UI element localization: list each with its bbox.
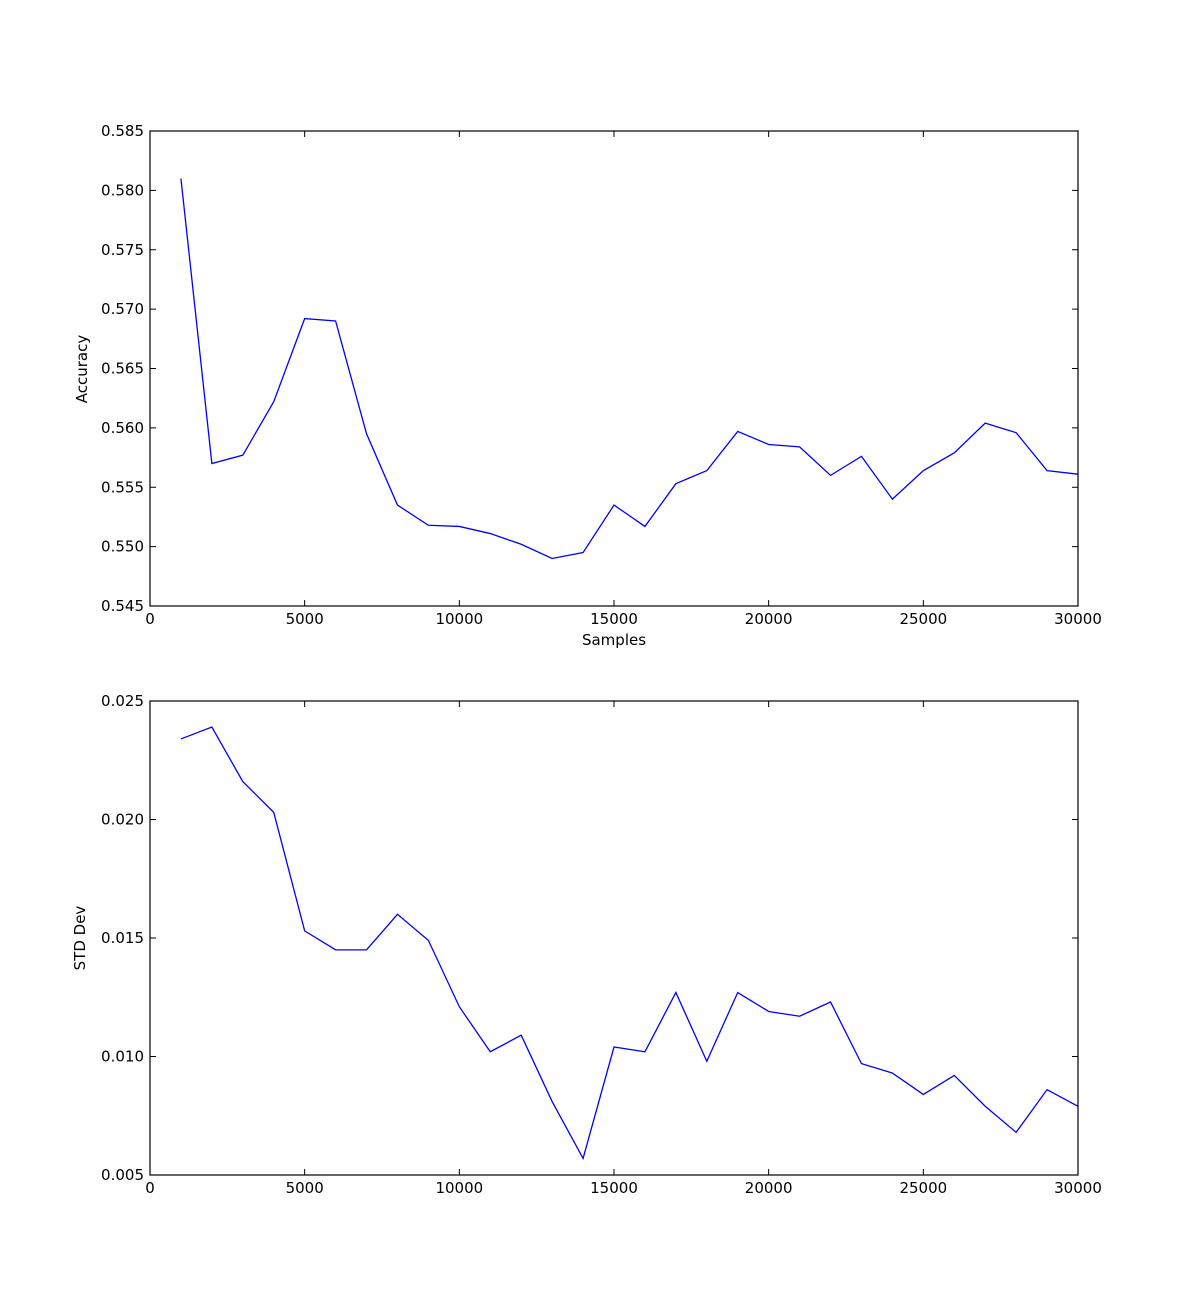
accuracy-y-tick-label: 0.550 (101, 538, 144, 556)
accuracy-x-tick-label: 25000 (899, 610, 947, 628)
accuracy-y-tick-label: 0.565 (101, 360, 144, 378)
accuracy-x-tick-label: 30000 (1054, 610, 1102, 628)
std-dev-x-tick-label: 5000 (286, 1179, 324, 1197)
accuracy-y-axis-label: Accuracy (73, 335, 91, 404)
std-dev-marks: 0 5000 10000 15000 20000 25000 30000 0.005 0.010… (101, 692, 1102, 1197)
std-dev-y-tick-label: 0.015 (101, 929, 144, 947)
accuracy-x-tick-label: 10000 (435, 610, 483, 628)
std-dev-y-tick-label: 0.005 (101, 1166, 144, 1184)
accuracy-x-axis-label: Samples (582, 631, 646, 649)
std-dev-y-tick-label: 0.010 (101, 1048, 144, 1066)
accuracy-x-tick-label: 0 (145, 610, 155, 628)
accuracy-x-tick-label: 20000 (745, 610, 793, 628)
accuracy-plot-frame (149, 130, 1079, 607)
std-dev-x-tick-label: 30000 (1054, 1179, 1102, 1197)
accuracy-x-tick-label: 5000 (286, 610, 324, 628)
accuracy-y-tick-label: 0.585 (101, 122, 144, 140)
accuracy-y-tick-label: 0.570 (101, 300, 144, 318)
accuracy-series-line (180, 178, 1079, 560)
accuracy-y-tick-label: 0.545 (101, 597, 144, 615)
std-dev-chart: 0 5000 10000 15000 20000 25000 30000 0.005 0.010… (71, 692, 1102, 1197)
std-dev-y-tick-label: 0.025 (101, 692, 144, 710)
accuracy-y-tick-label: 0.575 (101, 241, 144, 259)
std-dev-y-tick-label: 0.020 (101, 811, 144, 829)
accuracy-x-tick-label: 15000 (590, 610, 638, 628)
std-dev-plot-frame (149, 700, 1079, 1176)
accuracy-y-tick-label: 0.560 (101, 419, 144, 437)
std-dev-y-axis-label: STD Dev (71, 906, 89, 971)
accuracy-y-tick-label: 0.580 (101, 181, 144, 199)
std-dev-x-tick-label: 15000 (590, 1179, 638, 1197)
std-dev-x-tick-label: 25000 (899, 1179, 947, 1197)
std-dev-x-tick-label: 0 (145, 1179, 155, 1197)
accuracy-marks: 0 5000 10000 15000 20000 25000 30000 0.545 0.550… (101, 122, 1102, 628)
std-dev-x-tick-label: 20000 (745, 1179, 793, 1197)
std-dev-x-tick-label: 10000 (435, 1179, 483, 1197)
std-dev-series-line (180, 726, 1079, 1161)
accuracy-y-tick-label: 0.555 (101, 478, 144, 496)
accuracy-chart: 0 5000 10000 15000 20000 25000 30000 0.545 0.550… (73, 122, 1102, 649)
